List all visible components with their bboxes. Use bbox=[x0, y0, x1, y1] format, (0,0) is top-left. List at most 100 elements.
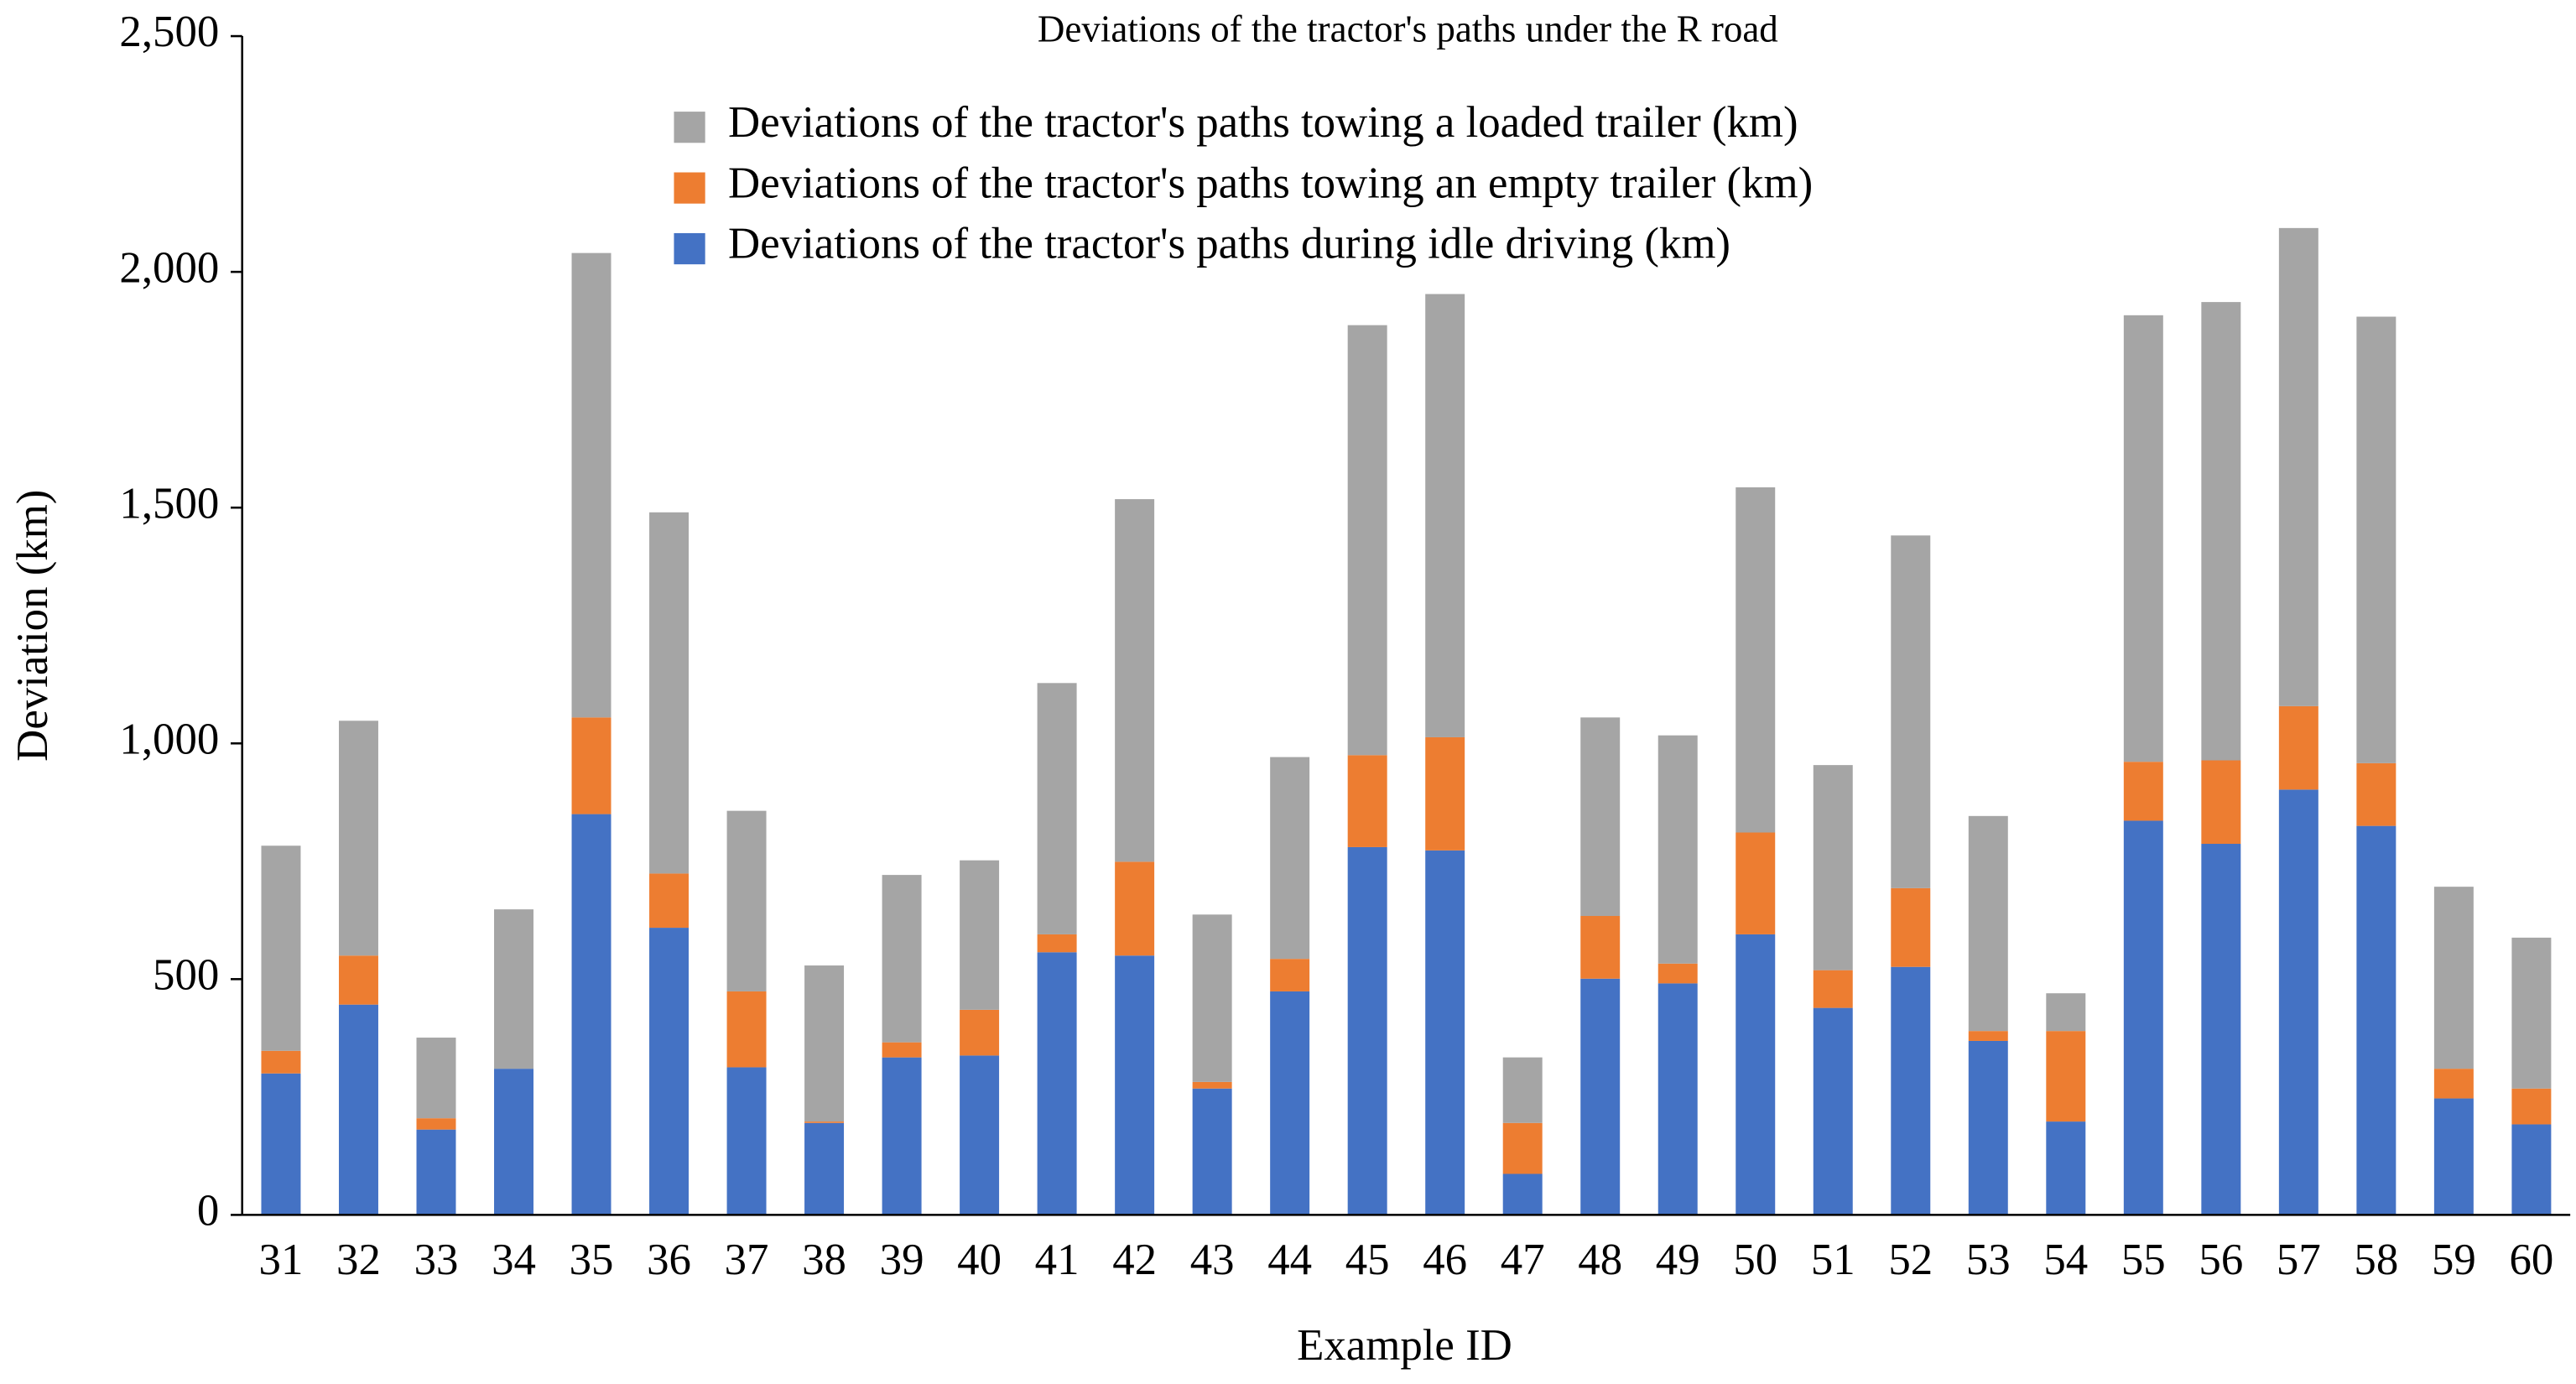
bar-segment bbox=[571, 252, 611, 718]
bar-segment bbox=[2511, 1088, 2552, 1125]
x-tick-label: 43 bbox=[1190, 1236, 1235, 1284]
bar-segment bbox=[338, 1004, 378, 1215]
bar-segment bbox=[1657, 963, 1698, 984]
bar-segment bbox=[1192, 1088, 1232, 1215]
bar-segment bbox=[1502, 1173, 1543, 1215]
x-tick-label: 56 bbox=[2199, 1236, 2243, 1284]
bar-segment bbox=[1891, 535, 1931, 888]
bar-segment bbox=[416, 1118, 456, 1130]
x-tick-label: 47 bbox=[1501, 1236, 1545, 1284]
bar-segment bbox=[571, 717, 611, 814]
bar-segment bbox=[960, 1009, 1000, 1056]
x-tick-label: 59 bbox=[2432, 1236, 2476, 1284]
bar-segment bbox=[1192, 914, 1232, 1082]
bar-segment bbox=[2278, 705, 2318, 790]
bar-segment bbox=[1813, 970, 1853, 1008]
bar-segment bbox=[2433, 1098, 2474, 1215]
bar-segment bbox=[1347, 325, 1387, 756]
bar-segment bbox=[2123, 762, 2163, 821]
x-tick-label: 32 bbox=[336, 1236, 381, 1284]
bar-segment bbox=[1037, 952, 1077, 1215]
bar-segment bbox=[2046, 1121, 2086, 1215]
bar-segment bbox=[416, 1129, 456, 1215]
bar-segment bbox=[1502, 1057, 1543, 1123]
bar-segment bbox=[649, 873, 690, 929]
bar-segment bbox=[726, 991, 767, 1068]
legend-swatch bbox=[674, 112, 705, 143]
bar-segment bbox=[1580, 717, 1621, 917]
bar-segment bbox=[2356, 825, 2396, 1215]
y-tick-label: 2,500 bbox=[119, 8, 219, 56]
bar-segment bbox=[1736, 832, 1776, 934]
bar-segment bbox=[1968, 1031, 2008, 1041]
bar-segment bbox=[804, 1122, 845, 1215]
bar-segment bbox=[416, 1038, 456, 1119]
bar-segment bbox=[1502, 1122, 1543, 1174]
bar-segment bbox=[1425, 850, 1465, 1215]
bar-segment bbox=[2433, 887, 2474, 1069]
bar-segment bbox=[1115, 499, 1155, 862]
bar-segment bbox=[882, 1057, 922, 1215]
legend-label: Deviations of the tractor's paths towing… bbox=[728, 98, 1798, 147]
x-tick-label: 53 bbox=[1966, 1236, 2011, 1284]
bar-segment bbox=[960, 860, 1000, 1010]
bar-segment bbox=[2201, 302, 2241, 761]
x-tick-label: 34 bbox=[492, 1236, 536, 1284]
bar-segment bbox=[2046, 993, 2086, 1032]
bar-segment bbox=[726, 810, 767, 991]
bar-segment bbox=[1270, 959, 1310, 991]
bar-segment bbox=[1270, 991, 1310, 1215]
bar-segment bbox=[1891, 966, 1931, 1215]
bar-segment bbox=[261, 845, 301, 1051]
bar-segment bbox=[2511, 1124, 2552, 1215]
y-tick-label: 500 bbox=[153, 950, 219, 999]
x-tick-label: 44 bbox=[1267, 1236, 1312, 1284]
x-tick-label: 57 bbox=[2277, 1236, 2321, 1284]
bar-segment bbox=[2201, 843, 2241, 1215]
legend-swatch bbox=[674, 232, 705, 265]
bar-segment bbox=[571, 814, 611, 1215]
bar-segment bbox=[1736, 934, 1776, 1215]
bar-segment bbox=[1425, 736, 1465, 851]
bar-segment bbox=[649, 512, 690, 874]
bar-segment bbox=[1580, 916, 1621, 979]
bar-segment bbox=[2356, 762, 2396, 826]
bar-segment bbox=[2278, 789, 2318, 1215]
bar-segment bbox=[1347, 846, 1387, 1215]
bar-segment bbox=[261, 1073, 301, 1215]
x-tick-label: 33 bbox=[414, 1236, 459, 1284]
bar-segment bbox=[1192, 1081, 1232, 1089]
bar-segment bbox=[1425, 294, 1465, 737]
x-tick-label: 52 bbox=[1888, 1236, 1933, 1284]
bar-segment bbox=[804, 1121, 845, 1123]
x-tick-label: 51 bbox=[1811, 1236, 1855, 1284]
bar-segment bbox=[2511, 937, 2552, 1089]
legend-swatch bbox=[674, 172, 705, 204]
x-tick-label: 46 bbox=[1423, 1236, 1467, 1284]
bar-segment bbox=[804, 965, 845, 1122]
y-tick-label: 0 bbox=[197, 1187, 219, 1236]
x-axis-label: Example ID bbox=[1297, 1321, 1512, 1370]
x-tick-label: 60 bbox=[2509, 1236, 2553, 1284]
bar-segment bbox=[1037, 683, 1077, 934]
legend-label: Deviations of the tractor's paths towing… bbox=[728, 159, 1813, 207]
bar-segment bbox=[1968, 1040, 2008, 1215]
x-tick-label: 40 bbox=[957, 1236, 1002, 1284]
bar-segment bbox=[1115, 955, 1155, 1215]
x-tick-label: 38 bbox=[802, 1236, 846, 1284]
x-tick-label: 54 bbox=[2043, 1236, 2088, 1284]
bar-segment bbox=[882, 875, 922, 1043]
chart-title: Deviations of the tractor's paths under … bbox=[1038, 8, 1778, 49]
bar-segment bbox=[1270, 757, 1310, 960]
x-tick-label: 42 bbox=[1112, 1236, 1157, 1284]
bar-segment bbox=[338, 721, 378, 956]
bar-segment bbox=[2123, 820, 2163, 1215]
bar-segment bbox=[261, 1050, 301, 1074]
x-tick-label: 48 bbox=[1578, 1236, 1622, 1284]
x-tick-label: 49 bbox=[1656, 1236, 1700, 1284]
y-tick-label: 1,000 bbox=[119, 715, 219, 763]
bar-segment bbox=[1968, 815, 2008, 1032]
bar-segment bbox=[338, 955, 378, 1005]
legend-label: Deviations of the tractor's paths during… bbox=[728, 220, 1730, 268]
